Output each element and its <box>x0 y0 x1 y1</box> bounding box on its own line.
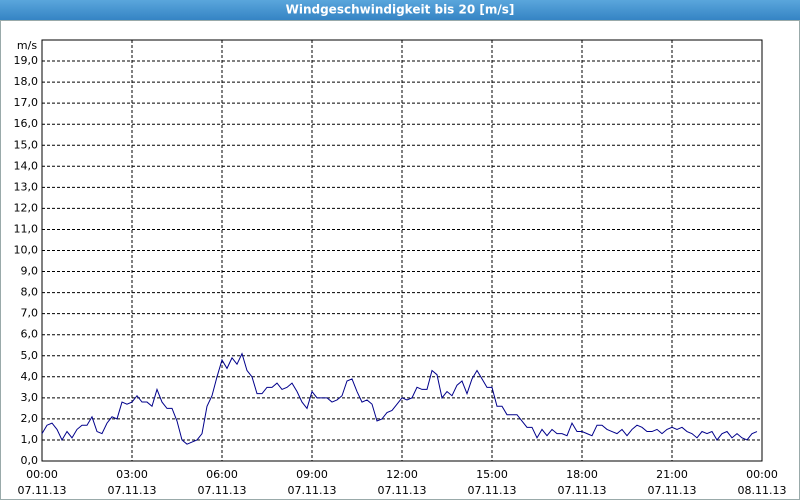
y-tick-label: 8,0 <box>21 286 39 299</box>
x-tick-label: 18:00 <box>566 468 598 481</box>
y-tick-label: 4,0 <box>21 370 39 383</box>
x-tick-label: 06:00 <box>206 468 238 481</box>
x-tick-label: 09:00 <box>296 468 328 481</box>
y-tick-label: 10,0 <box>14 244 39 257</box>
y-tick-label: 11,0 <box>14 222 39 235</box>
x-tick-label: 00:00 <box>26 468 58 481</box>
y-tick-label: 3,0 <box>21 391 39 404</box>
x-tick-date: 08.11.13 <box>738 484 787 497</box>
x-tick-label: 03:00 <box>116 468 148 481</box>
y-tick-label: 12,0 <box>14 201 39 214</box>
x-tick-date: 07.11.13 <box>108 484 157 497</box>
chart-title: Windgeschwindigkeit bis 20 [m/s] <box>286 3 515 17</box>
y-tick-label: 1,0 <box>21 433 39 446</box>
x-tick-date: 07.11.13 <box>378 484 427 497</box>
y-axis-label: m/s <box>17 39 37 52</box>
x-tick-label: 12:00 <box>386 468 418 481</box>
x-tick-date: 07.11.13 <box>648 484 697 497</box>
y-tick-label: 7,0 <box>21 307 39 320</box>
title-bar <box>0 0 800 20</box>
x-tick-label: 15:00 <box>476 468 508 481</box>
x-tick-date: 07.11.13 <box>18 484 67 497</box>
y-tick-label: 15,0 <box>14 138 39 151</box>
x-tick-date: 07.11.13 <box>198 484 247 497</box>
x-tick-label: 21:00 <box>656 468 688 481</box>
data-line <box>41 352 758 445</box>
y-tick-label: 6,0 <box>21 328 39 341</box>
y-tick-label: 9,0 <box>21 265 39 278</box>
y-tick-label: 14,0 <box>14 159 39 172</box>
y-tick-label: 5,0 <box>21 349 39 362</box>
x-tick-date: 07.11.13 <box>288 484 337 497</box>
y-tick-label: 19,0 <box>14 54 39 67</box>
y-tick-label: 13,0 <box>14 180 39 193</box>
y-tick-label: 0,0 <box>21 454 39 467</box>
y-tick-label: 2,0 <box>21 412 39 425</box>
y-tick-label: 16,0 <box>14 117 39 130</box>
x-tick-label: 00:00 <box>746 468 778 481</box>
x-tick-date: 07.11.13 <box>558 484 607 497</box>
y-tick-label: 18,0 <box>14 75 39 88</box>
x-tick-date: 07.11.13 <box>468 484 517 497</box>
y-tick-label: 17,0 <box>14 96 39 109</box>
